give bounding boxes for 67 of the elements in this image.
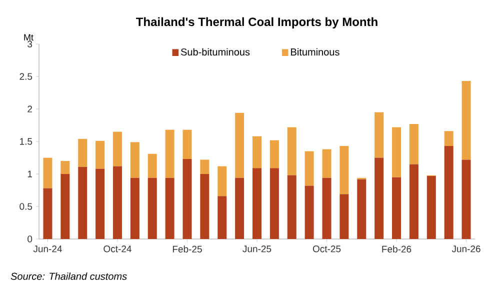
x-tick-label: Oct-24	[104, 246, 132, 252]
x-tick-label: Jun-26	[452, 246, 480, 252]
bar	[304, 186, 314, 239]
y-tick-label: 2.5	[20, 73, 32, 80]
bar	[392, 127, 402, 178]
y-axis-title: Mt	[24, 34, 34, 40]
bar	[270, 168, 279, 239]
bar	[200, 160, 210, 174]
bar	[444, 146, 454, 239]
bar	[182, 159, 192, 239]
bar	[43, 188, 52, 239]
bar	[409, 124, 418, 164]
bar	[392, 177, 402, 239]
bar	[462, 81, 471, 160]
bar	[322, 178, 332, 239]
bar	[340, 194, 349, 239]
x-tick-label: Feb-25	[172, 246, 202, 252]
x-tick-label: Jun-25	[242, 246, 272, 252]
bar	[112, 132, 122, 166]
bar	[235, 112, 244, 178]
bar	[60, 174, 70, 239]
bar	[340, 146, 349, 194]
legend-label: Bituminous	[291, 48, 340, 56]
y-tick-label: 0	[28, 236, 32, 242]
bar	[78, 166, 88, 239]
bar	[235, 178, 244, 239]
y-tick-label: 0.5	[20, 203, 32, 210]
bar	[270, 140, 279, 168]
bar	[426, 176, 436, 239]
source-note: Source: Thailand customs	[10, 272, 127, 280]
legend-label: Sub-bituminous	[180, 48, 250, 56]
bar	[444, 131, 454, 146]
x-tick-label: Jun-24	[33, 246, 62, 252]
bar	[409, 164, 418, 239]
bar	[112, 166, 122, 239]
bar	[357, 179, 366, 239]
bar	[96, 168, 105, 239]
chart-title: Thailand's Thermal Coal Imports by Month	[136, 17, 378, 28]
x-tick-label: Feb-26	[382, 246, 412, 252]
bar	[374, 158, 384, 239]
bar	[252, 136, 262, 168]
y-tick-label: 2	[28, 106, 32, 112]
y-tick-label: 1	[28, 170, 32, 178]
y-tick-label: 3	[28, 40, 32, 48]
y-tick-label: 1.5	[20, 138, 32, 145]
bar	[462, 160, 471, 239]
bar	[148, 154, 157, 178]
bar	[96, 140, 105, 169]
bar	[200, 174, 210, 239]
bar	[218, 166, 227, 196]
bar	[60, 160, 70, 174]
bar	[374, 112, 384, 158]
bar	[218, 196, 227, 239]
bar	[287, 175, 296, 239]
bar	[322, 149, 332, 178]
bar	[304, 151, 314, 186]
bar	[165, 178, 174, 239]
bar	[287, 127, 296, 176]
bar	[182, 130, 192, 160]
bar	[252, 168, 262, 239]
bar	[43, 158, 52, 188]
bar	[130, 178, 140, 239]
x-tick-label: Oct-25	[312, 246, 341, 252]
bar	[130, 142, 140, 178]
bar	[165, 130, 174, 178]
bar	[78, 138, 88, 167]
bar	[148, 178, 157, 239]
